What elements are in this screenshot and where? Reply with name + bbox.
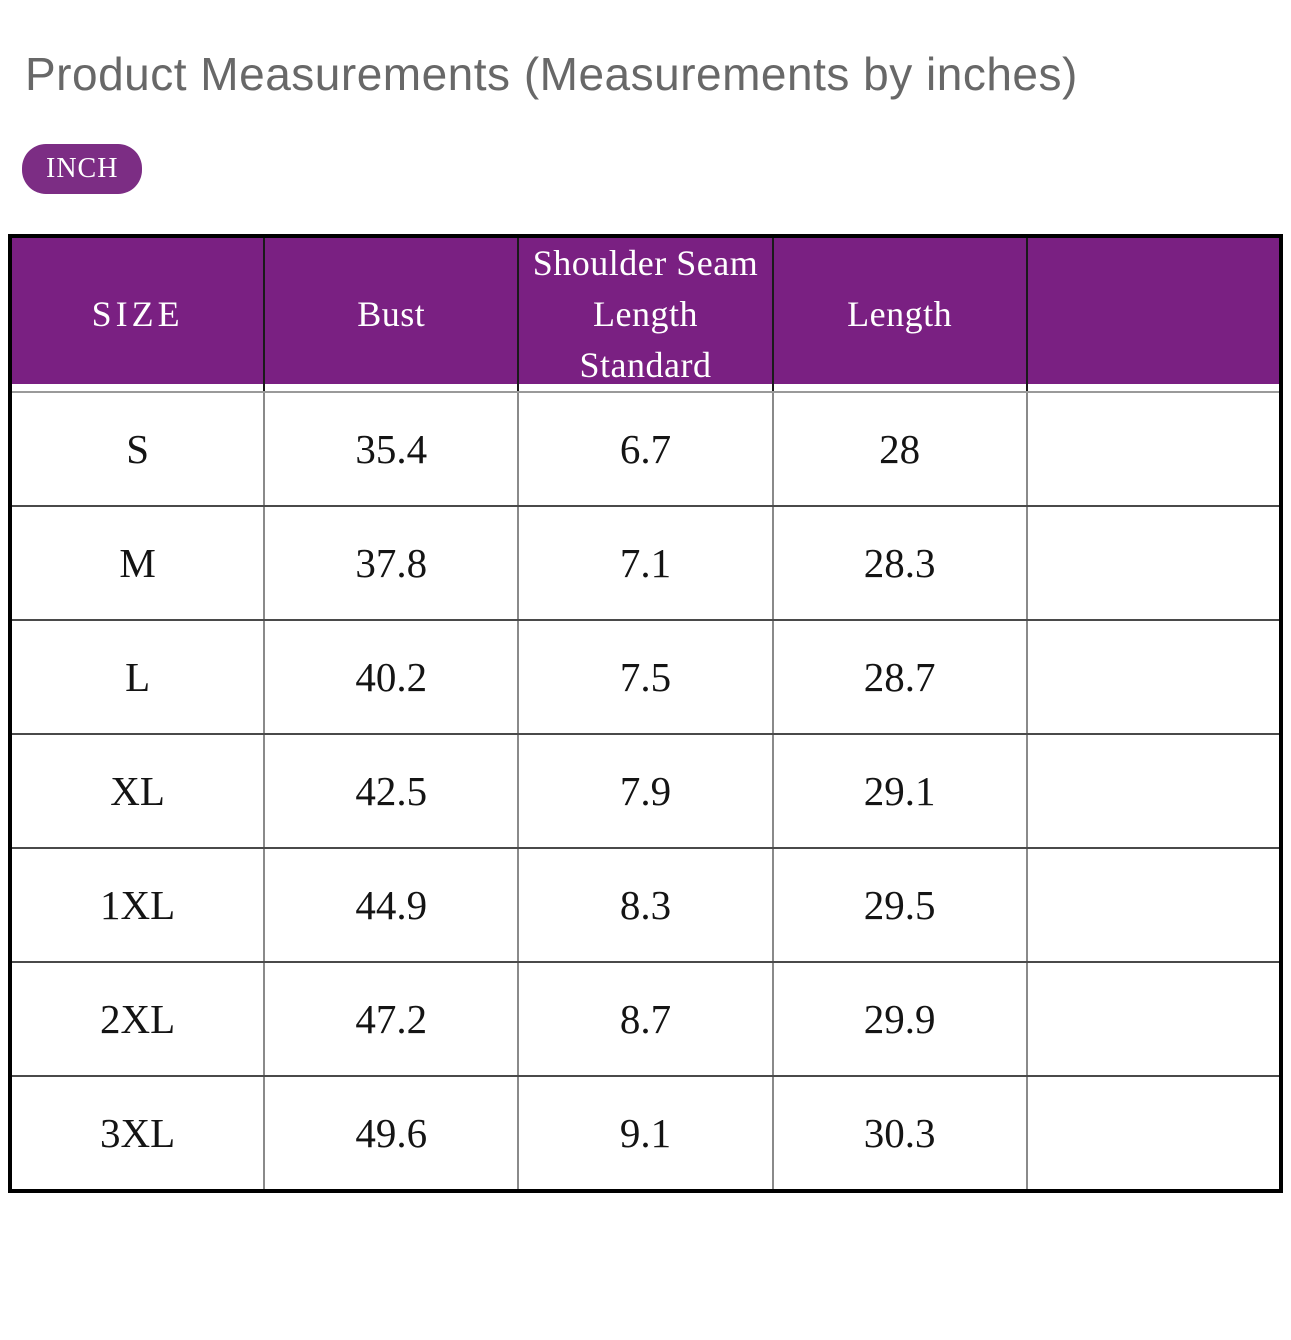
table-row: 2XL 47.2 8.7 29.9 xyxy=(8,961,1283,1078)
empty-cell xyxy=(1025,505,1283,622)
measurements-table: SIZE Bust Shoulder Seam Length Standard … xyxy=(8,233,1283,1194)
size-cell: M xyxy=(8,505,266,622)
table-row: 3XL 49.6 9.1 30.3 xyxy=(8,1075,1283,1193)
table-row: M 37.8 7.1 28.3 xyxy=(8,505,1283,622)
inch-unit-badge[interactable]: INCH xyxy=(22,143,143,194)
column-header-length: Length xyxy=(771,235,1028,394)
bust-cell: 42.5 xyxy=(263,733,520,850)
shoulder-cell: 7.5 xyxy=(517,619,774,736)
empty-cell xyxy=(1025,619,1283,736)
table-row: 1XL 44.9 8.3 29.5 xyxy=(8,847,1283,964)
page-title: Product Measurements (Measurements by in… xyxy=(25,48,1078,100)
length-cell: 29.9 xyxy=(771,961,1028,1078)
column-header-shoulder: Shoulder Seam Length Standard xyxy=(517,235,774,394)
length-cell: 29.1 xyxy=(771,733,1028,850)
empty-cell xyxy=(1025,847,1283,964)
table-header-row: SIZE Bust Shoulder Seam Length Standard … xyxy=(8,235,1283,394)
shoulder-cell: 7.9 xyxy=(517,733,774,850)
column-header-size: SIZE xyxy=(8,235,266,394)
size-cell: XL xyxy=(8,733,266,850)
bust-cell: 44.9 xyxy=(263,847,520,964)
length-cell: 30.3 xyxy=(771,1075,1028,1193)
shoulder-cell: 6.7 xyxy=(517,391,774,508)
shoulder-cell: 8.7 xyxy=(517,961,774,1078)
length-cell: 28.3 xyxy=(771,505,1028,622)
size-cell: 3XL xyxy=(8,1075,266,1193)
length-cell: 28.7 xyxy=(771,619,1028,736)
bust-cell: 49.6 xyxy=(263,1075,520,1193)
table-row: L 40.2 7.5 28.7 xyxy=(8,619,1283,736)
size-cell: L xyxy=(8,619,266,736)
length-cell: 28 xyxy=(771,391,1028,508)
empty-cell xyxy=(1025,391,1283,508)
size-cell: 1XL xyxy=(8,847,266,964)
bust-cell: 47.2 xyxy=(263,961,520,1078)
column-header-bust: Bust xyxy=(263,235,520,394)
shoulder-cell: 7.1 xyxy=(517,505,774,622)
size-cell: S xyxy=(8,391,266,508)
empty-cell xyxy=(1025,733,1283,850)
bust-cell: 35.4 xyxy=(263,391,520,508)
empty-cell xyxy=(1025,961,1283,1078)
length-cell: 29.5 xyxy=(771,847,1028,964)
shoulder-cell: 9.1 xyxy=(517,1075,774,1193)
table-row: S 35.4 6.7 28 xyxy=(8,391,1283,508)
bust-cell: 40.2 xyxy=(263,619,520,736)
size-cell: 2XL xyxy=(8,961,266,1078)
empty-cell xyxy=(1025,1075,1283,1193)
size-chart-page: Product Measurements (Measurements by in… xyxy=(0,48,1291,1194)
shoulder-cell: 8.3 xyxy=(517,847,774,964)
column-header-empty xyxy=(1025,235,1283,394)
bust-cell: 37.8 xyxy=(263,505,520,622)
table-row: XL 42.5 7.9 29.1 xyxy=(8,733,1283,850)
